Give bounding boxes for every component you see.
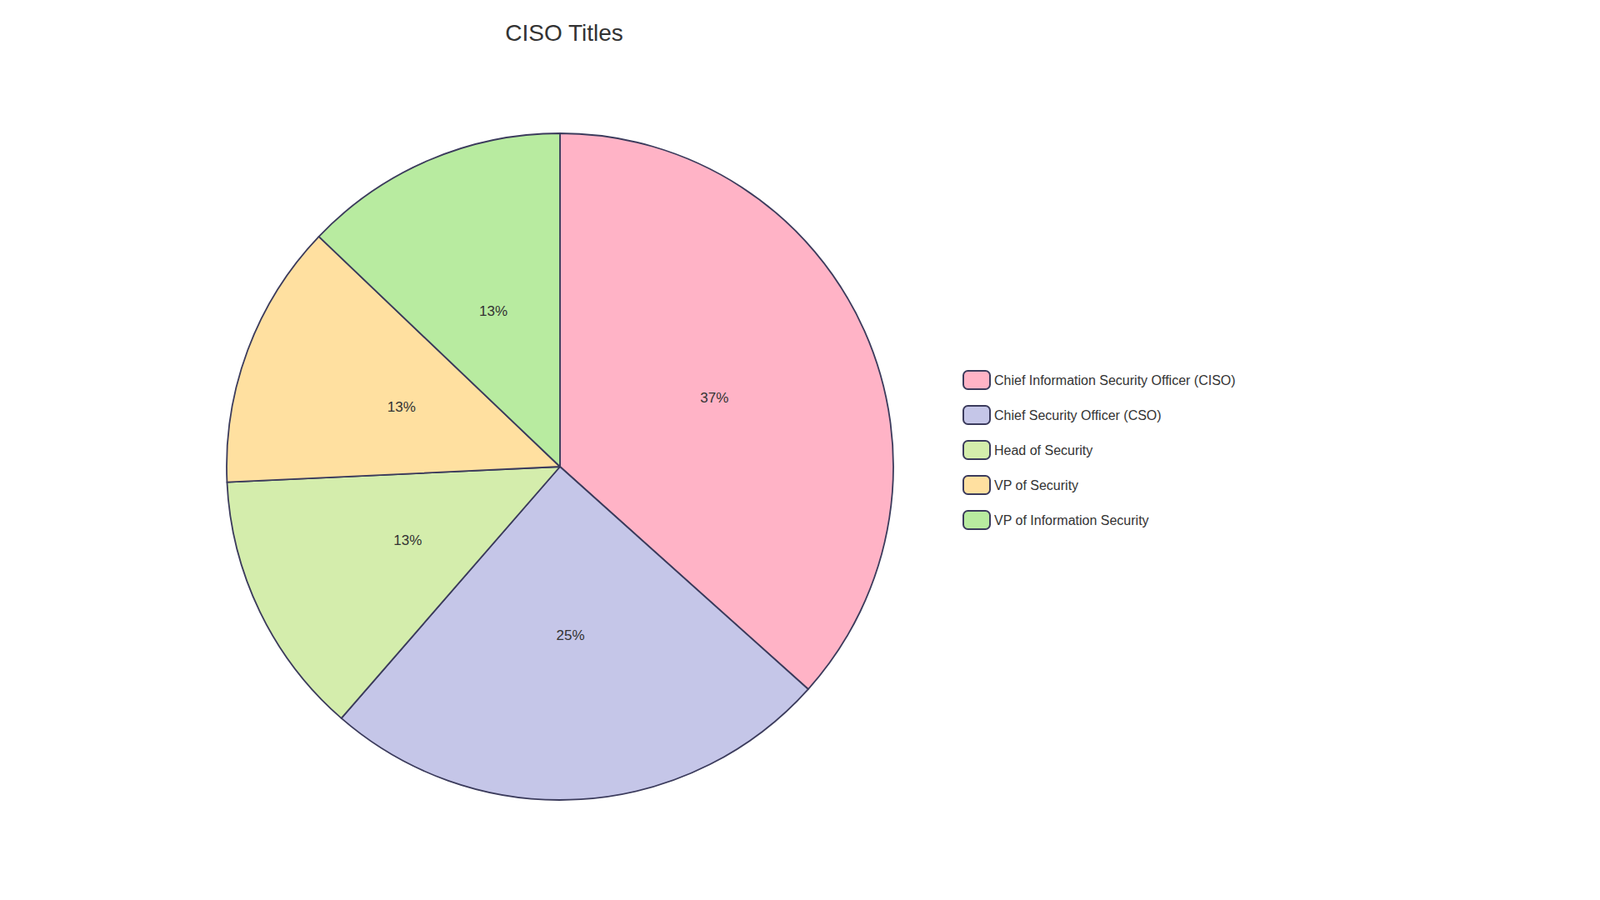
svg-text:Head of Security: Head of Security xyxy=(994,443,1093,458)
svg-text:Chief Security Officer (CSO): Chief Security Officer (CSO) xyxy=(994,408,1162,423)
svg-text:13%: 13% xyxy=(387,399,416,415)
svg-text:13%: 13% xyxy=(393,532,422,549)
svg-text:25%: 25% xyxy=(556,627,585,644)
svg-text:Chief Information Security Off: Chief Information Security Officer (CISO… xyxy=(994,373,1236,388)
svg-text:CISO Titles: CISO Titles xyxy=(505,20,624,46)
svg-text:37%: 37% xyxy=(700,390,729,406)
svg-text:VP of Security: VP of Security xyxy=(994,478,1079,493)
svg-text:VP of Information Security: VP of Information Security xyxy=(994,513,1150,528)
svg-text:13%: 13% xyxy=(479,303,508,320)
